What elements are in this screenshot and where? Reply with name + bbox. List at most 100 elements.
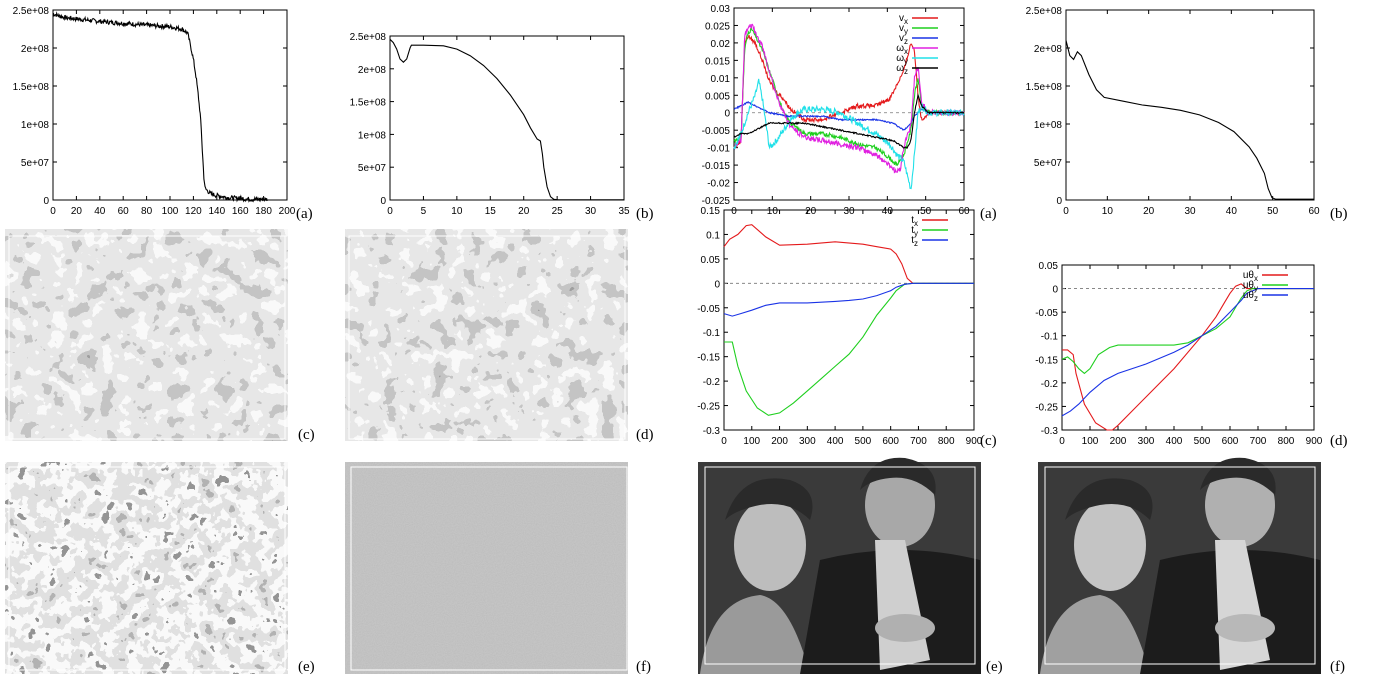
x-tick-label: 0 [1059, 436, 1065, 447]
y-tick-label: 0.02 [711, 39, 731, 50]
y-tick-label: 0 [43, 196, 49, 207]
x-tick-label: 60 [958, 206, 970, 217]
plot-frame [1061, 264, 1315, 431]
y-tick-label: 2e+08 [1034, 44, 1063, 55]
series-line-t_x [723, 224, 974, 284]
caption-left-e: (e) [298, 659, 315, 675]
x-tick-label: 700 [910, 436, 927, 447]
caption-left-d: (d) [636, 427, 654, 443]
chart-left_b: 0 5 10 15 20 25 30 35 0 5e+07 1e+08 1.5e+08 2e+08 2.5… [350, 32, 630, 217]
legend-label: ty [911, 225, 918, 238]
legend-label: tz [911, 235, 918, 248]
series-line [389, 38, 624, 201]
y-tick-label: -0.3 [1041, 426, 1059, 437]
y-tick-label: 0 [714, 279, 720, 290]
charts-layer: 0 20 40 60 80 100 120 140 160 180 20005e+071e+081.… [13, 4, 1323, 447]
y-tick-label: 0.1 [706, 230, 720, 241]
y-tick-label: 1e+08 [21, 120, 50, 131]
x-tick-label: 400 [1166, 436, 1183, 447]
x-tick-label: 0 [721, 436, 727, 447]
x-tick-label: 20 [1143, 206, 1155, 217]
x-tick-label: 50 [1267, 206, 1279, 217]
legend-label: uθz [1243, 290, 1258, 303]
x-tick-label: 10 [451, 206, 463, 217]
lace-image-e [5, 462, 288, 674]
y-tick-label: -0.05 [697, 304, 720, 315]
y-tick-label: 0.025 [705, 21, 730, 32]
y-tick-label: -0.05 [1035, 308, 1058, 319]
x-tick-label: 20 [71, 206, 83, 217]
y-tick-label: -0.01 [707, 144, 730, 155]
caption-right-e: (e) [986, 659, 1003, 675]
chart-right_a: 0 10 20 30 40 50 60 -0.025 -0.02 -0.015 -0.01 -0.00… [702, 4, 970, 217]
x-tick-label: 100 [743, 436, 760, 447]
x-tick-label: 0 [731, 206, 737, 217]
x-tick-label: 20 [518, 206, 530, 217]
series-line-v_z [733, 101, 965, 131]
noise-image-f [345, 462, 628, 674]
x-tick-label: 400 [827, 436, 844, 447]
y-tick-label: 2.5e+08 [13, 6, 50, 17]
x-tick-label: 200 [279, 206, 296, 217]
x-tick-label: 30 [843, 206, 855, 217]
caption-right-f: (f) [1330, 659, 1345, 675]
x-tick-label: 30 [1184, 206, 1196, 217]
y-tick-label: 0 [724, 109, 730, 120]
series-line-ω_x [733, 23, 965, 174]
y-tick-label: -0.015 [702, 161, 731, 172]
y-tick-label: -0.1 [703, 328, 721, 339]
x-tick-label: 25 [552, 206, 564, 217]
legend-label: vx [899, 13, 908, 26]
x-tick-label: 180 [255, 206, 272, 217]
x-tick-label: 900 [1306, 436, 1323, 447]
x-tick-label: 100 [162, 206, 179, 217]
x-tick-label: 300 [1138, 436, 1155, 447]
y-tick-label: 2.5e+08 [1026, 6, 1063, 17]
plot-frame [733, 7, 965, 201]
caption-left-b: (b) [636, 206, 654, 222]
plot-frame [1065, 9, 1315, 201]
legend-label: uθy [1243, 280, 1258, 293]
y-tick-label: 1.5e+08 [13, 82, 50, 93]
x-tick-label: 20 [805, 206, 817, 217]
y-tick-label: 5e+07 [358, 163, 387, 174]
x-tick-label: 500 [1194, 436, 1211, 447]
y-tick-label: 0.015 [705, 56, 730, 67]
portrait-photo-e [698, 457, 981, 674]
y-tick-label: 0.005 [705, 91, 730, 102]
legend-label: ωx [896, 43, 908, 56]
legend-label: vy [899, 23, 908, 36]
caption-right-b: (b) [1330, 206, 1348, 222]
y-tick-label: -0.15 [697, 353, 720, 364]
series-line-v_x [733, 34, 965, 149]
caption-right-a: (a) [980, 206, 997, 222]
x-tick-label: 140 [208, 206, 225, 217]
x-tick-label: 40 [1226, 206, 1238, 217]
x-tick-label: 200 [771, 436, 788, 447]
legend-label: uθx [1243, 270, 1258, 283]
series-line [1065, 40, 1314, 200]
y-tick-label: 1e+08 [1034, 120, 1063, 131]
y-tick-label: 0.03 [711, 4, 731, 15]
legend-label: vz [899, 33, 908, 46]
y-tick-label: -0.025 [702, 196, 731, 207]
series-line-uθ_y [1061, 288, 1314, 375]
y-tick-label: 2.5e+08 [350, 32, 387, 43]
x-tick-label: 15 [485, 206, 497, 217]
chart-right_b: 0 10 20 30 40 50 60 0 5e+07 1e+08 1.5e+08 2e+08 2.5e… [1026, 6, 1320, 217]
y-tick-label: -0.2 [1041, 379, 1059, 390]
series-line-uθ_z [1061, 288, 1314, 417]
y-tick-label: 1.5e+08 [1026, 82, 1063, 93]
y-tick-label: 5e+07 [21, 158, 50, 169]
caption-left-f: (f) [636, 659, 651, 675]
y-tick-label: 2e+08 [21, 44, 50, 55]
y-tick-label: 5e+07 [1034, 158, 1063, 169]
x-tick-label: 10 [1102, 206, 1114, 217]
y-tick-label: 0 [380, 196, 386, 207]
chart-right_d: 0 100 200 300 400 500 600 700 800 900 -0.3 -0.25 -0.… [1035, 261, 1323, 447]
series-line-t_z [723, 282, 974, 317]
x-tick-label: 80 [141, 206, 153, 217]
x-tick-label: 600 [882, 436, 899, 447]
x-tick-label: 40 [94, 206, 106, 217]
